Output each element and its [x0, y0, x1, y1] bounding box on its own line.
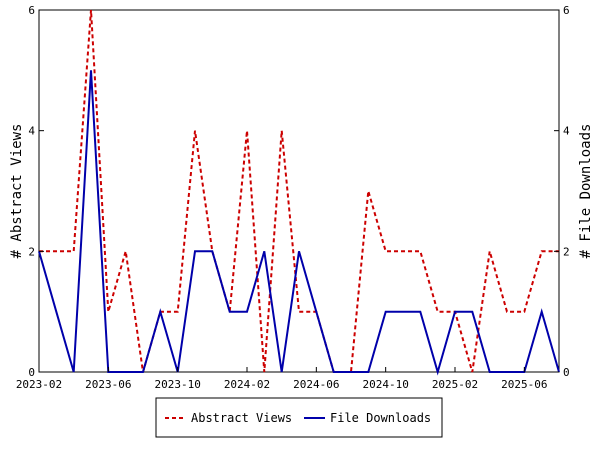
- y-tick-label-left: 4: [28, 125, 35, 138]
- legend-label-abstract-views: Abstract Views: [191, 411, 292, 425]
- y-tick-label-right: 4: [563, 125, 570, 138]
- x-tick-label: 2025-02: [432, 378, 478, 391]
- x-tick-label: 2024-02: [224, 378, 270, 391]
- x-tick-label: 2025-06: [501, 378, 547, 391]
- x-tick-label: 2024-06: [293, 378, 339, 391]
- series-lines: [38, 9, 560, 376]
- y-tick-label-left: 2: [28, 245, 35, 258]
- y-tick-label-right: 2: [563, 245, 570, 258]
- axis-ticks: 0 0 2 2 4 4 6 6 2023-02 2023-06 2023-10 2024-02 2024…: [16, 4, 570, 391]
- series-line-file-downloads: [38, 70, 560, 376]
- legend-box: [155, 397, 443, 438]
- legend-label-file-downloads: File Downloads: [330, 411, 431, 425]
- y-tick-label-right: 6: [563, 4, 570, 17]
- series-line-abstract-views: [39, 9, 559, 373]
- legend: Abstract Views File Downloads: [155, 397, 443, 438]
- y-axis-title-left: # Abstract Views: [9, 124, 25, 259]
- x-tick-label: 2023-02: [16, 378, 62, 391]
- x-tick-label: 2023-06: [85, 378, 131, 391]
- y-tick-label-left: 0: [28, 366, 35, 379]
- y-axis-title-right: # File Downloads: [578, 124, 594, 259]
- x-tick-label: 2023-10: [154, 378, 200, 391]
- y-tick-label-right: 0: [563, 366, 570, 379]
- y-tick-label-left: 6: [28, 4, 35, 17]
- x-tick-label: 2024-10: [362, 378, 408, 391]
